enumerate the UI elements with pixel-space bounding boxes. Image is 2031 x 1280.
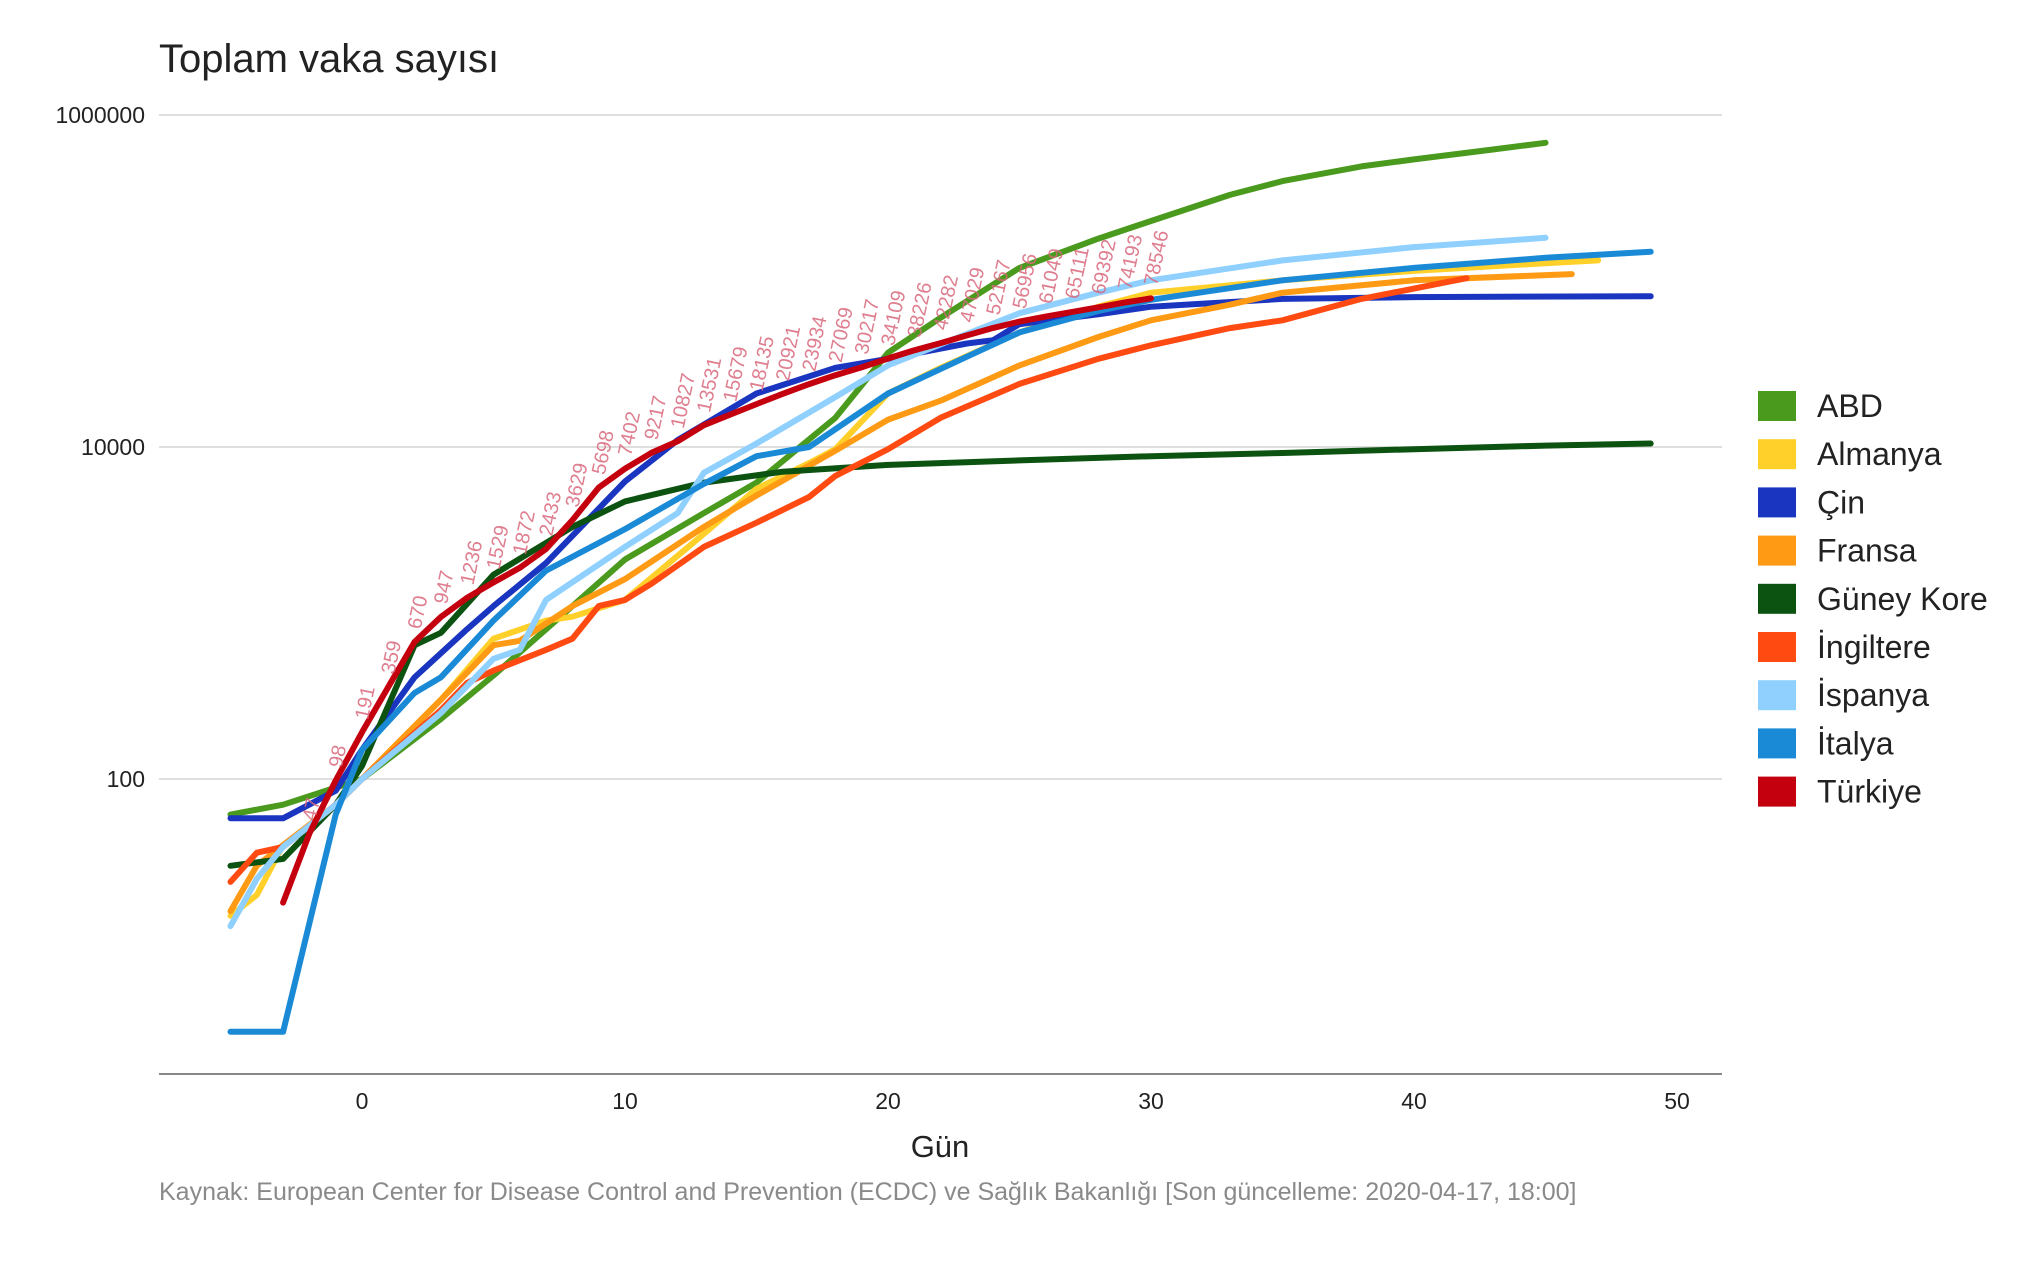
x-axis-title: Gün [911, 1129, 970, 1164]
legend-swatch [1758, 583, 1796, 614]
data-label: 13531 [693, 355, 726, 414]
x-tick-label: 0 [356, 1088, 369, 1114]
x-tick-label: 40 [1401, 1088, 1427, 1114]
legend-label: Fransa [1817, 533, 1917, 569]
data-label: 52167 [983, 258, 1016, 317]
data-label: 9217 [641, 394, 672, 442]
legend-swatch [1758, 728, 1796, 759]
legend-label: İspanya [1817, 677, 1929, 713]
legend-swatch [1758, 439, 1796, 470]
legend-label: ABD [1817, 388, 1883, 424]
x-tick-label: 50 [1664, 1088, 1690, 1114]
y-tick-label: 100 [107, 766, 145, 792]
legend-label: İngiltere [1817, 629, 1931, 665]
data-label: 191 [351, 684, 379, 721]
series-line-Çin [227, 293, 1654, 822]
data-label: 38226 [904, 280, 937, 339]
legend-swatch [1758, 680, 1796, 711]
y-tick-label: 10000 [81, 434, 145, 460]
legend-swatch [1758, 535, 1796, 566]
data-label: 47 [299, 796, 325, 822]
legend-label: Türkiye [1817, 774, 1922, 810]
series-line-İtalya [227, 248, 1654, 1035]
data-label: 947 [430, 569, 458, 606]
legend-label: Çin [1817, 484, 1865, 520]
data-label: 30217 [851, 297, 884, 356]
series-line-Güney Kore [227, 440, 1654, 869]
legend-swatch [1758, 391, 1796, 421]
legend-swatch [1758, 632, 1796, 662]
source-note: Kaynak: European Center for Disease Cont… [159, 1178, 1576, 1206]
series-line-Türkiye [280, 295, 1154, 906]
data-label: 20921 [772, 324, 805, 383]
data-label: 1236 [457, 539, 488, 587]
data-label: 23934 [798, 314, 831, 373]
y-axis-ticks: 100 10000 1000000 [55, 102, 145, 792]
data-label: 27069 [825, 305, 858, 364]
data-label: 15679 [720, 345, 753, 404]
legend-label: İtalya [1817, 725, 1894, 761]
x-axis-ticks: 0 10 20 30 40 50 [356, 1088, 1690, 1114]
legend: ABD Almanya Çin Fransa Güney Kore İngiltere İs… [1758, 388, 1988, 810]
chart-title: Toplam vaka sayısı [159, 37, 499, 81]
data-label: 47029 [956, 265, 989, 324]
series-lines [227, 139, 1654, 1035]
data-label: 42282 [930, 273, 963, 332]
x-tick-label: 10 [612, 1088, 638, 1114]
x-tick-label: 30 [1138, 1088, 1164, 1114]
y-tick-label: 1000000 [55, 102, 145, 128]
x-tick-label: 20 [875, 1088, 901, 1114]
series-line-ABD [227, 139, 1549, 818]
legend-label: Güney Kore [1817, 581, 1988, 617]
legend-label: Almanya [1817, 436, 1942, 472]
data-label: 18135 [746, 334, 779, 393]
legend-swatch [1758, 776, 1796, 807]
legend-swatch [1758, 487, 1796, 518]
data-label: 98 [325, 743, 351, 769]
